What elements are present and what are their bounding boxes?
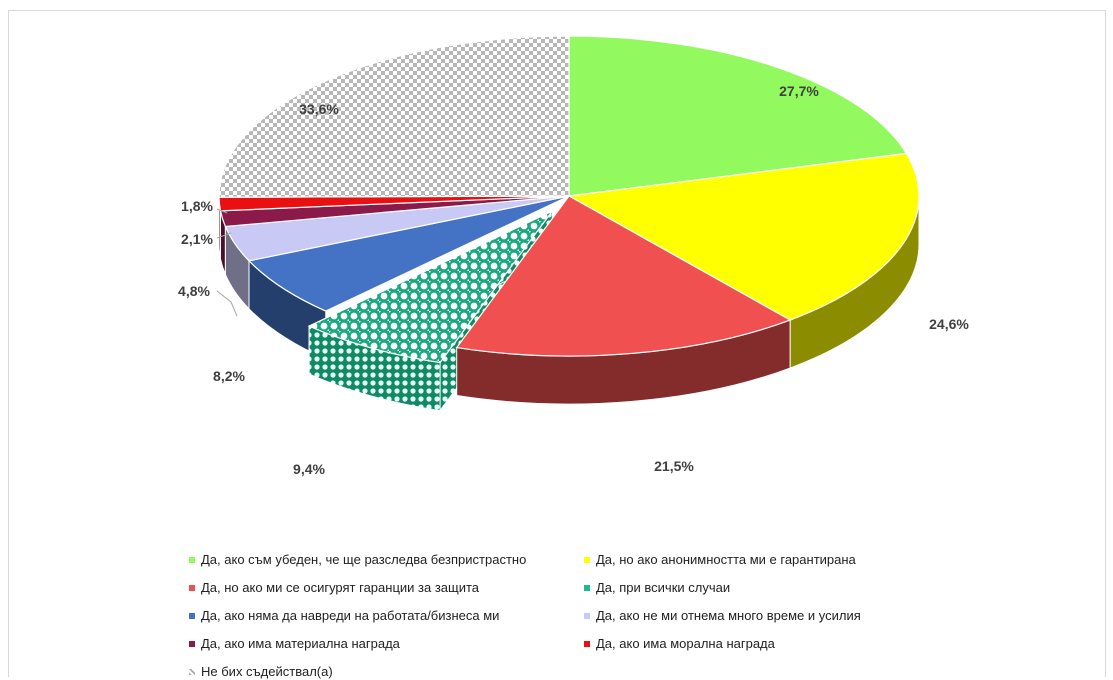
legend-label: Да, ако няма да навреди на работата/бизн…: [201, 608, 499, 623]
data-label: 27,7%: [779, 83, 819, 99]
legend-item: Да, но ако анонимността ми е гарантирана: [584, 552, 856, 568]
legend-swatch: [584, 585, 590, 591]
legend-swatch: [584, 641, 590, 647]
legend-swatch: [189, 641, 195, 647]
legend-swatch: [584, 613, 590, 619]
leader-line: [217, 291, 237, 316]
chart-area: 27,7% 24,6% 21,5% 9,4% 8,2% 4,8% 2,1% 1,8% 33,6%…: [8, 10, 1106, 677]
legend-item: Да, ако има материална награда: [189, 636, 400, 652]
legend-label: Да, при всички случаи: [596, 580, 730, 595]
data-label: 2,1%: [181, 231, 213, 247]
legend-label: Да, ако съм убеден, че ще разследва безп…: [201, 552, 526, 567]
pie-chart: 27,7% 24,6% 21,5% 9,4% 8,2% 4,8% 2,1% 1,8% 33,6%: [9, 11, 1107, 678]
legend-label: Да, но ако анонимността ми е гарантирана: [596, 552, 856, 567]
legend-swatch: [189, 585, 195, 591]
legend-item: Да, ако не ми отнема много време и усили…: [584, 608, 861, 624]
legend-swatch: [189, 557, 195, 563]
legend-item: Да, ако съм убеден, че ще разследва безп…: [189, 552, 526, 568]
data-label: 24,6%: [929, 316, 969, 332]
legend-swatch: [189, 613, 195, 619]
data-label: 21,5%: [654, 458, 694, 474]
data-label: 1,8%: [181, 198, 213, 214]
legend-label: Да, но ако ми се осигурят гаранции за за…: [201, 580, 479, 595]
legend-swatch: [189, 669, 195, 675]
data-label: 33,6%: [299, 101, 339, 117]
data-label: 8,2%: [213, 368, 245, 384]
legend-label: Да, ако има морална награда: [596, 636, 775, 651]
legend-item: Не бих съдействал(а): [189, 664, 333, 680]
legend-item: Да, ако има морална награда: [584, 636, 775, 652]
legend-item: Да, но ако ми се осигурят гаранции за за…: [189, 580, 479, 596]
pie-slice-9: [219, 36, 569, 197]
data-label: 9,4%: [293, 461, 325, 477]
legend-label: Да, ако не ми отнема много време и усили…: [596, 608, 861, 623]
legend-swatch: [584, 557, 590, 563]
legend-item: Да, при всички случаи: [584, 580, 730, 596]
legend-item: Да, ако няма да навреди на работата/бизн…: [189, 608, 499, 624]
data-label: 4,8%: [178, 283, 210, 299]
legend-label: Да, ако има материална награда: [201, 636, 400, 651]
